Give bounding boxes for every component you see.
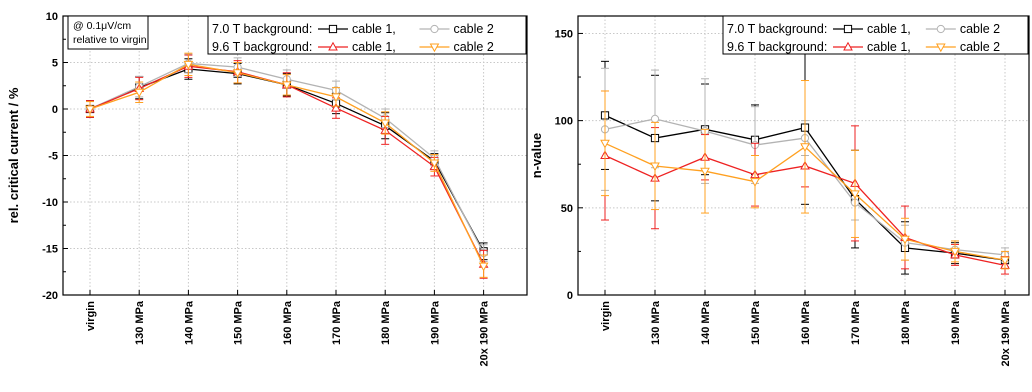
- x-tick-label: 20x 190 MPa: [479, 300, 491, 366]
- y-tick-label: -10: [42, 197, 58, 209]
- x-tick-label: 130 MPa: [650, 300, 662, 345]
- y-tick-label: 0: [52, 104, 58, 116]
- legend-series-label: cable 1,: [352, 40, 396, 54]
- legend-series-label: cable 1,: [867, 40, 911, 54]
- y-tick-label: 100: [555, 116, 573, 128]
- x-tick-label: 130 MPa: [134, 300, 146, 345]
- x-tick-label: 140 MPa: [700, 300, 712, 345]
- y-tick-label: -20: [42, 290, 58, 302]
- data-point: [950, 247, 960, 257]
- legend-box: [207, 15, 527, 55]
- data-point: [331, 102, 341, 112]
- x-tick-label: virgin: [85, 301, 97, 331]
- legend-series-label: cable 1,: [352, 22, 396, 36]
- legend-swatch-marker: [935, 43, 946, 53]
- data-point: [380, 119, 391, 129]
- y-tick-label: 10: [46, 11, 58, 23]
- legend-group-label: 9.6 T background:: [727, 40, 827, 54]
- x-tick-label: 180 MPa: [900, 300, 912, 345]
- data-point: [700, 167, 710, 177]
- x-tick-label: 140 MPa: [183, 300, 195, 345]
- legend-group-label: 9.6 T background:: [212, 40, 312, 54]
- data-point: [183, 60, 194, 70]
- data-point: [650, 162, 660, 172]
- legend-box: [722, 15, 1029, 55]
- y-tick-label: 0: [567, 290, 573, 302]
- legend-swatch-marker: [936, 24, 945, 34]
- x-tick-label: 150 MPa: [233, 300, 245, 345]
- data-point: [331, 93, 341, 103]
- x-tick-label: 20x 190 MPa: [1000, 300, 1012, 366]
- y-axis-label: rel. critical current / %: [6, 87, 21, 223]
- data-point: [232, 69, 243, 78]
- left-chart-panel: -20 -15 -10 -5 0 5 10 virgin 130 MPa 140 MPa 150 M…: [6, 11, 528, 366]
- legend-series-label: cable 1,: [867, 22, 911, 36]
- legend-series-label: cable 2: [960, 22, 1000, 36]
- y-tick-label: -5: [48, 151, 58, 163]
- legend-swatch-marker: [328, 41, 338, 51]
- legend-series-label: cable 2: [960, 40, 1000, 54]
- data-point: [800, 143, 810, 153]
- y-tick-label: 5: [52, 58, 58, 70]
- data-point: [600, 139, 610, 149]
- annotation-text: @ 0.1μV/cm: [73, 20, 131, 32]
- data-point: [900, 235, 910, 245]
- legend: 7.0 T background: 9.6 T background: cable …: [722, 15, 1029, 55]
- x-tick-label: 170 MPa: [331, 300, 343, 345]
- legend-group-label: 7.0 T background:: [212, 22, 312, 36]
- x-tick-label: 180 MPa: [380, 300, 392, 345]
- data-point: [134, 88, 145, 98]
- legend-swatch-marker: [843, 41, 853, 51]
- annotation-text: relative to virgin: [73, 34, 147, 46]
- y-axis-label: n-value: [529, 133, 544, 179]
- data-point: [650, 114, 660, 123]
- legend-series-label: cable 2: [453, 40, 493, 54]
- data-point: [750, 178, 760, 187]
- x-tick-label: virgin: [600, 301, 612, 331]
- annotation-box: [67, 15, 149, 50]
- x-tick-label: 160 MPa: [282, 300, 294, 345]
- legend-swatch-marker: [328, 24, 338, 34]
- legend-group-label: 7.0 T background:: [727, 22, 827, 36]
- legend-swatch-marker: [843, 24, 853, 34]
- y-tick-label: -15: [42, 244, 58, 256]
- x-tick-label: 160 MPa: [800, 300, 812, 345]
- x-tick-label: 190 MPa: [429, 300, 441, 345]
- legend-series-label: cable 2: [453, 22, 493, 36]
- legend-swatch-marker: [430, 24, 439, 34]
- legend: 7.0 T background: 9.6 T background: cable …: [207, 15, 527, 55]
- x-tick-label: 190 MPa: [950, 300, 962, 345]
- data-point: [281, 81, 292, 91]
- series-3: [600, 80, 1010, 270]
- data-point: [1000, 256, 1010, 266]
- data-point: [429, 159, 440, 169]
- right-chart-panel: 0 50 100 150 virgin 130 MPa 140 MPa 150 MPa 160 …: [529, 15, 1030, 366]
- data-point: [850, 190, 860, 200]
- y-tick-label: 50: [561, 203, 573, 215]
- x-tick-label: 150 MPa: [750, 300, 762, 345]
- data-point: [478, 262, 489, 272]
- y-tick-label: 150: [555, 28, 573, 40]
- data-point: [85, 105, 95, 115]
- series-3: [85, 52, 489, 278]
- x-tick-label: 170 MPa: [850, 300, 862, 345]
- legend-swatch-marker: [429, 43, 440, 53]
